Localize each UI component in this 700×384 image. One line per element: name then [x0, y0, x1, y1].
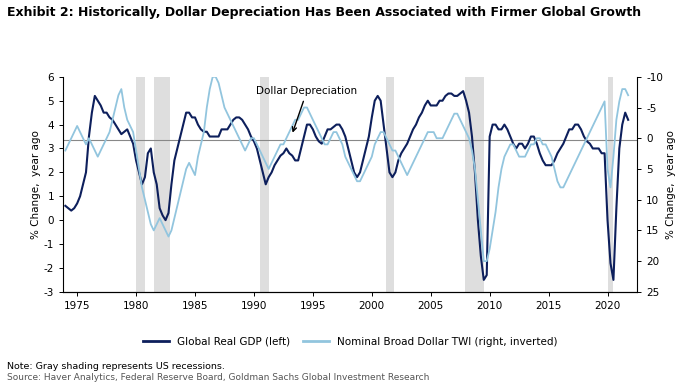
Text: Note: Gray shading represents US recessions.: Note: Gray shading represents US recessi…: [7, 362, 225, 371]
Y-axis label: % Change,  year ago: % Change, year ago: [31, 130, 41, 239]
Text: Dollar Depreciation: Dollar Depreciation: [256, 86, 358, 131]
Legend: Global Real GDP (left), Nominal Broad Dollar TWI (right, inverted): Global Real GDP (left), Nominal Broad Do…: [139, 333, 561, 351]
Bar: [465, 77, 484, 292]
Bar: [260, 77, 269, 292]
Text: Exhibit 2: Historically, Dollar Depreciation Has Been Associated with Firmer Glo: Exhibit 2: Historically, Dollar Deprecia…: [7, 6, 641, 19]
Bar: [608, 77, 613, 292]
Bar: [154, 77, 170, 292]
Bar: [136, 77, 145, 292]
Y-axis label: % Change,  year ago: % Change, year ago: [666, 130, 675, 239]
Bar: [386, 77, 394, 292]
Text: Source: Haver Analytics, Federal Reserve Board, Goldman Sachs Global Investment : Source: Haver Analytics, Federal Reserve…: [7, 373, 429, 382]
